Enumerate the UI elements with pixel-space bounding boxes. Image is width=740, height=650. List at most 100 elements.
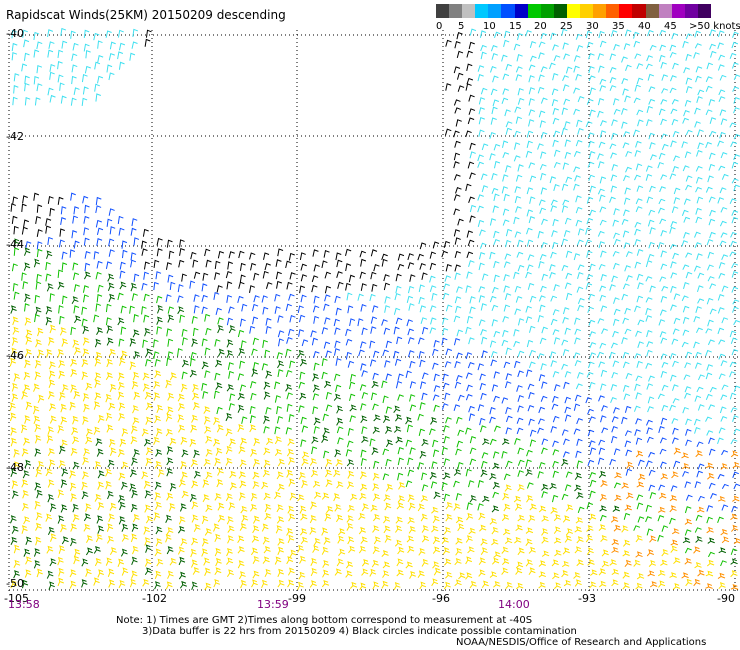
wind-barb xyxy=(502,73,510,80)
wind-barb xyxy=(648,209,656,216)
wind-barb xyxy=(50,533,57,542)
wind-barb xyxy=(167,392,174,401)
wind-barb xyxy=(371,380,379,389)
wind-barb xyxy=(721,317,729,324)
wind-barb xyxy=(155,448,163,457)
wind-barb xyxy=(609,351,616,359)
wind-barb xyxy=(382,395,389,404)
wind-barb xyxy=(609,559,617,566)
wind-barb xyxy=(684,557,692,565)
wind-barb xyxy=(48,459,56,468)
wind-barb xyxy=(457,218,464,226)
wind-barb xyxy=(733,96,740,104)
wind-barb xyxy=(217,467,224,476)
wind-barb xyxy=(610,383,618,391)
wind-barb xyxy=(695,66,703,73)
wind-barb xyxy=(85,49,91,59)
wind-barb xyxy=(598,568,606,576)
wind-barb xyxy=(513,142,521,150)
wind-barb xyxy=(21,424,28,434)
wind-barb xyxy=(84,204,90,214)
legend-swatch xyxy=(488,4,502,18)
wind-barb xyxy=(717,293,725,301)
wind-barb xyxy=(277,483,285,492)
wind-barb xyxy=(624,265,631,272)
wind-barb xyxy=(731,348,739,356)
wind-barb xyxy=(562,75,569,82)
wind-barb xyxy=(442,547,450,555)
wind-barb xyxy=(525,316,533,324)
wind-barb xyxy=(586,217,594,225)
wind-barb xyxy=(552,470,559,478)
wind-barb xyxy=(25,336,32,345)
wind-barb xyxy=(672,252,679,260)
wind-barb xyxy=(468,108,476,115)
wind-barb xyxy=(514,106,522,113)
wind-barb xyxy=(94,358,102,367)
wind-barb xyxy=(70,384,77,393)
legend-swatch xyxy=(514,4,528,18)
wind-barb xyxy=(145,29,152,38)
wind-barb xyxy=(430,317,437,325)
wind-barb xyxy=(695,186,702,193)
wind-barb xyxy=(191,316,198,324)
wind-barb xyxy=(180,383,188,393)
wind-barb xyxy=(443,425,450,433)
wind-barb xyxy=(466,512,474,521)
wind-barb xyxy=(705,76,713,83)
wind-barb xyxy=(204,567,211,576)
wind-barb xyxy=(613,208,620,216)
wind-barb xyxy=(349,381,356,390)
wind-barb xyxy=(349,493,358,501)
wind-barb xyxy=(481,452,489,459)
wind-barb xyxy=(289,492,297,501)
wind-barb xyxy=(430,416,438,425)
wind-barb xyxy=(529,429,537,437)
wind-barb xyxy=(107,568,115,577)
wind-barb xyxy=(394,539,403,547)
wind-barb xyxy=(11,525,19,534)
wind-barb xyxy=(637,516,645,523)
wind-barb xyxy=(141,248,148,256)
wind-barb xyxy=(685,33,693,40)
wind-barb xyxy=(360,458,367,466)
wind-barb xyxy=(214,533,221,543)
wind-barb xyxy=(11,490,19,499)
wind-barb xyxy=(598,65,605,73)
time-label: 13:59 xyxy=(257,598,289,611)
wind-barb xyxy=(732,461,740,469)
wind-barb xyxy=(409,360,416,369)
wind-barb xyxy=(529,55,537,62)
wind-barb xyxy=(265,370,272,379)
wind-barb xyxy=(397,253,405,261)
wind-barb xyxy=(49,94,56,103)
wind-barb xyxy=(480,547,488,555)
wind-barb xyxy=(46,435,54,444)
wind-barb xyxy=(541,381,548,389)
wind-barb xyxy=(33,548,41,557)
wind-barb xyxy=(345,570,353,578)
wind-barb xyxy=(482,438,490,446)
wind-barb xyxy=(373,460,380,469)
wind-barb xyxy=(708,448,716,456)
wind-barb xyxy=(383,525,391,534)
wind-barb xyxy=(429,262,437,270)
wind-barb xyxy=(453,315,461,323)
wind-barb xyxy=(263,459,271,468)
wind-barb xyxy=(142,372,150,381)
wind-barb xyxy=(502,329,509,337)
wind-barb xyxy=(177,295,184,303)
wind-barb xyxy=(241,303,248,312)
wind-barb xyxy=(178,516,186,525)
wind-barb xyxy=(193,523,201,532)
wind-barb xyxy=(178,424,185,433)
wind-barb xyxy=(384,534,392,543)
wind-barb xyxy=(85,503,92,512)
wind-barb xyxy=(73,87,80,95)
wind-barb xyxy=(237,329,245,338)
wind-barb xyxy=(58,567,65,577)
wind-barb xyxy=(515,116,523,124)
wind-barb xyxy=(277,546,284,556)
wind-barb xyxy=(143,314,150,323)
wind-barb xyxy=(538,41,546,48)
